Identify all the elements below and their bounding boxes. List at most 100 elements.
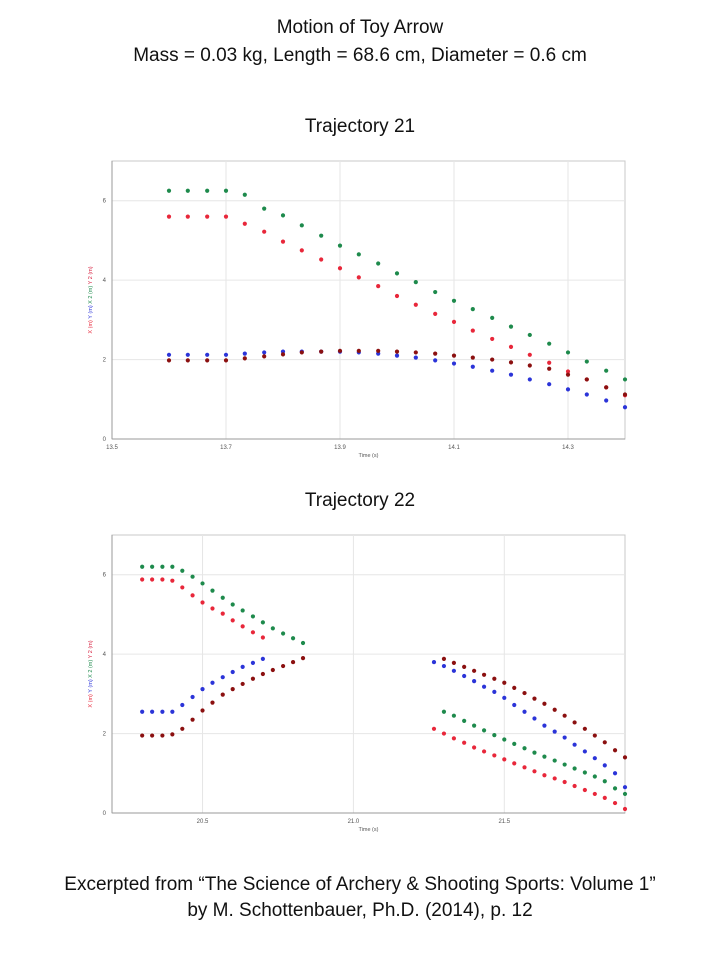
data-point [622,405,628,410]
data-point [502,757,507,762]
title-line-1: Motion of Toy Arrow [276,17,444,38]
data-point [413,280,418,285]
page-title: Motion of Toy Arrow Mass = 0.03 kg, Leng… [0,14,720,70]
chart-1-title: Trajectory 21 [304,116,416,137]
x-tick-label: 21.0 [348,819,360,825]
data-point [242,351,247,356]
data-point [210,680,215,685]
data-point [508,360,514,365]
data-point [205,214,210,219]
series-1 [166,188,628,382]
data-point [622,806,628,812]
data-point [262,229,267,234]
series-4 [166,348,628,397]
data-point [180,702,185,708]
data-point [441,709,447,714]
data-point [502,737,507,742]
data-point [433,351,438,356]
data-point [337,266,343,271]
data-point [394,271,400,276]
y-axis-label-part: X (m) [88,320,94,334]
data-point [150,564,155,569]
data-point [602,795,607,801]
data-point [462,718,467,723]
data-point [532,716,537,721]
data-point [604,398,609,403]
data-point [527,352,532,357]
data-point [200,686,205,692]
data-point [413,355,418,360]
y-axis-label-part: Y 2 (m) [88,266,94,286]
x-tick-label: 13.5 [106,445,118,451]
data-point [166,352,172,357]
data-point [470,364,475,369]
data-point [220,595,225,600]
data-point [300,640,306,646]
data-point [140,733,145,738]
data-point [170,709,175,714]
data-point [612,748,618,753]
data-point [512,741,517,746]
data-point [572,766,577,771]
data-point [542,773,547,778]
data-point [205,188,210,193]
data-point [512,685,517,690]
data-point [356,348,361,353]
data-point [472,723,477,728]
data-point [210,606,215,611]
data-point [451,660,456,665]
data-point [270,667,275,673]
data-point [441,656,447,662]
x-tick-label: 21.5 [498,819,510,825]
y-axis-label: X (m) Y (m) X 2 (m) Y 2 (m) [88,640,94,707]
series-3 [166,349,628,410]
data-point [622,392,628,397]
data-point [281,663,286,669]
data-point [200,708,205,713]
data-point [584,392,589,397]
data-point [250,660,256,665]
data-point [260,656,265,662]
citation-line-1: Excerpted from “The Science of Archery &… [64,874,656,895]
data-point [413,350,418,355]
data-point [592,756,597,761]
data-point [527,332,532,338]
data-point [492,753,497,758]
data-point [522,765,527,770]
data-point [552,758,557,763]
y-tick-label: 4 [103,278,107,284]
data-point [262,350,267,355]
data-point [170,732,175,737]
data-point [185,358,190,363]
data-point [170,564,175,569]
data-point [547,341,552,346]
data-point [522,690,527,696]
data-point [280,213,286,218]
data-point [522,709,527,714]
data-point [220,675,225,680]
data-point [572,783,577,789]
data-point [512,702,517,708]
data-point [299,248,304,253]
data-point [223,214,229,219]
data-point [290,636,296,641]
data-point [472,668,477,673]
data-point [356,275,361,280]
data-point [240,608,245,613]
data-point [562,713,567,718]
data-point [190,694,195,700]
y-tick-label: 4 [103,652,107,658]
data-point [562,735,567,740]
data-point [565,372,571,377]
data-point [451,353,457,358]
data-point [223,188,229,193]
data-point [433,311,438,316]
data-point [565,387,571,392]
y-axis-label-part: X (m) [88,694,94,708]
data-point [180,585,185,590]
data-point [433,289,438,295]
data-point [394,353,400,358]
data-point [490,336,495,342]
data-point [300,656,306,661]
data-point [220,611,225,616]
